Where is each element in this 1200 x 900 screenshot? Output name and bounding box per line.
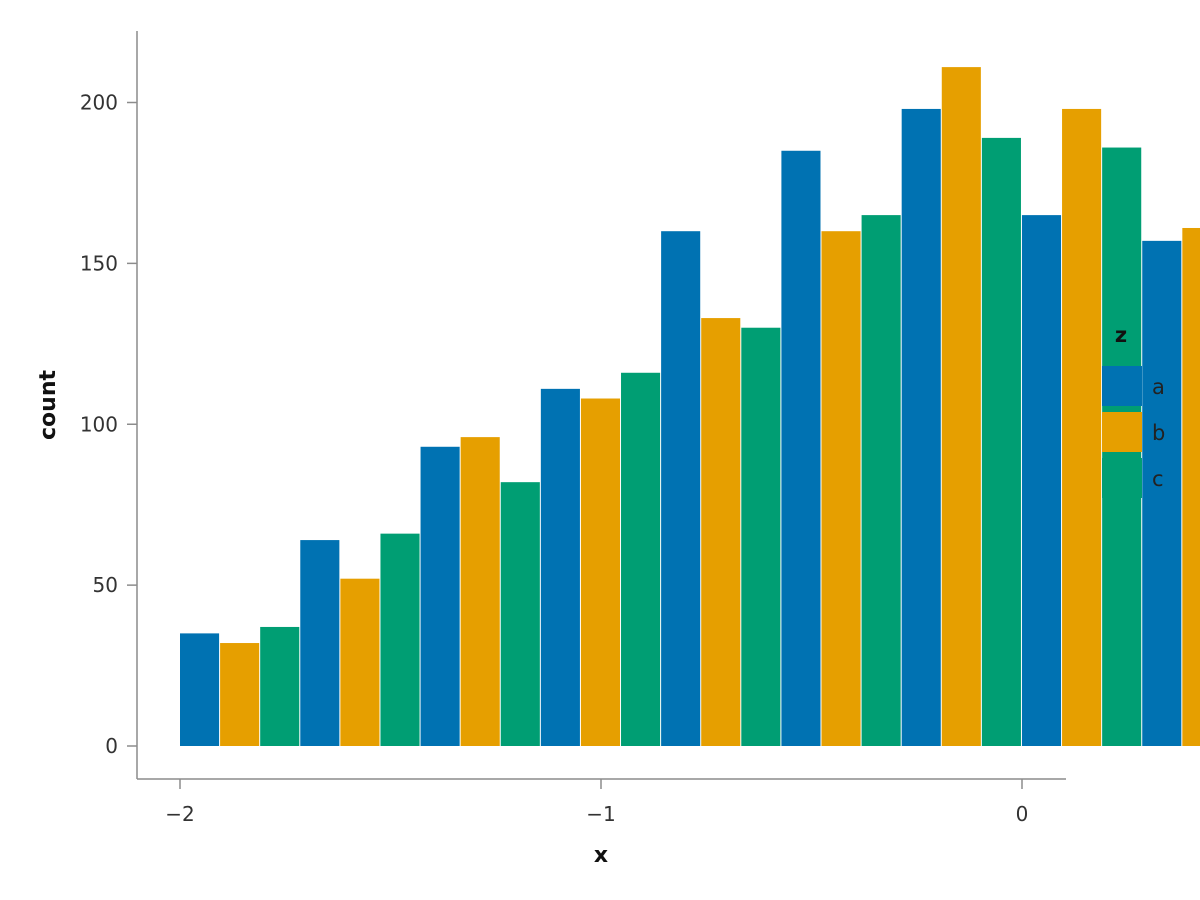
bar-c-5: [861, 215, 901, 747]
bar-c-1: [380, 533, 420, 746]
legend-swatch-b: [1102, 412, 1142, 452]
legend-label-c: c: [1152, 467, 1164, 491]
bar-b-2: [460, 437, 500, 746]
bar-a-0: [180, 633, 220, 746]
bar-a-8: [1142, 240, 1182, 747]
bar-a-3: [540, 388, 580, 746]
y-tick-label: 0: [105, 734, 118, 758]
y-tick-label: 100: [80, 412, 118, 436]
x-tick-label: −2: [165, 802, 194, 826]
x-tick-label: 0: [1016, 802, 1029, 826]
legend-title: z: [1115, 323, 1127, 347]
bar-c-0: [260, 626, 300, 746]
bar-b-3: [580, 398, 621, 746]
bar-c-2: [500, 482, 540, 746]
bar-c-4: [741, 327, 781, 746]
bar-c-6: [981, 137, 1021, 746]
bar-a-5: [781, 150, 821, 746]
legend-swatch-a: [1102, 366, 1142, 406]
bar-b-6: [941, 67, 981, 747]
bar-c-3: [621, 372, 661, 746]
y-tick-label: 150: [80, 251, 118, 275]
bar-b-4: [701, 318, 741, 746]
legend-swatch-c: [1102, 458, 1142, 498]
bar-b-0: [220, 643, 260, 746]
y-tick-label: 200: [80, 91, 118, 115]
bar-a-4: [661, 231, 701, 746]
x-axis-title: x: [594, 843, 608, 868]
bar-b-7: [1062, 108, 1102, 746]
y-axis-title: count: [36, 370, 61, 440]
bar-a-6: [901, 108, 941, 746]
bar-b-1: [340, 578, 380, 746]
bars-group: [180, 67, 1200, 747]
y-tick-label: 50: [93, 573, 118, 597]
x-ticks-group: −2−1012: [165, 779, 1029, 826]
y-ticks-group: 0 50 100 150 200: [80, 91, 137, 758]
legend-label-a: a: [1152, 375, 1165, 399]
bar-a-7: [1021, 215, 1062, 747]
bar-a-2: [420, 446, 460, 746]
bar-a-1: [300, 540, 340, 746]
bar-b-8: [1182, 227, 1200, 747]
x-tick-label: −1: [586, 802, 615, 826]
legend: z abc: [1102, 323, 1165, 498]
legend-label-b: b: [1152, 421, 1165, 445]
bar-b-5: [821, 231, 861, 746]
